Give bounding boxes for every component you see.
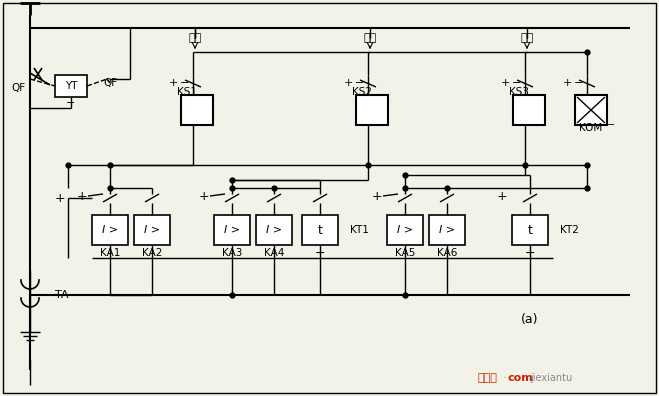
Text: KA5: KA5 [395, 248, 415, 258]
Text: +: + [343, 78, 353, 88]
Bar [356, 95, 388, 125]
Bar [181, 95, 213, 125]
Bar [512, 215, 548, 245]
Text: t: t [318, 223, 322, 236]
Text: KT1: KT1 [350, 225, 369, 235]
Text: +: + [497, 190, 507, 202]
Text: (a): (a) [521, 314, 539, 326]
Bar [55, 75, 87, 97]
Text: QF: QF [103, 78, 117, 88]
Text: I >: I > [102, 225, 118, 235]
Bar [134, 215, 170, 245]
Text: KS3: KS3 [509, 87, 529, 97]
Text: +: + [500, 78, 509, 88]
Text: com: com [508, 373, 534, 383]
Bar [429, 215, 465, 245]
Text: YT: YT [65, 81, 77, 91]
Text: −: − [355, 78, 364, 88]
Text: −: − [525, 246, 535, 259]
Text: ·: · [503, 373, 507, 383]
Text: 接线图: 接线图 [478, 373, 498, 383]
Text: I >: I > [144, 225, 160, 235]
Text: −: − [67, 98, 76, 108]
Bar [256, 215, 292, 245]
Text: I >: I > [224, 225, 240, 235]
Text: −: − [181, 78, 190, 88]
Text: −: − [574, 78, 584, 88]
Text: I >: I > [397, 225, 413, 235]
Text: +: + [76, 190, 87, 202]
Bar [92, 215, 128, 245]
Text: jiexiantu: jiexiantu [530, 373, 572, 383]
Text: KOM: KOM [579, 123, 602, 133]
Text: KS2: KS2 [352, 87, 372, 97]
Text: 信号: 信号 [521, 33, 534, 43]
Text: I >: I > [266, 225, 282, 235]
Text: TA: TA [55, 290, 69, 300]
Text: QF: QF [11, 83, 25, 93]
Text: +: + [198, 190, 210, 202]
Text: KA2: KA2 [142, 248, 162, 258]
Bar [575, 95, 607, 125]
Text: −: − [512, 78, 522, 88]
Text: +: + [55, 192, 65, 204]
Text: −: − [315, 246, 326, 259]
Text: 信号: 信号 [363, 33, 377, 43]
Text: −: − [607, 120, 615, 130]
Text: I >: I > [439, 225, 455, 235]
Text: KA4: KA4 [264, 248, 284, 258]
Text: KS1: KS1 [177, 87, 197, 97]
Text: KA1: KA1 [100, 248, 120, 258]
Bar [214, 215, 250, 245]
Bar [513, 95, 545, 125]
Bar [302, 215, 338, 245]
Text: +: + [372, 190, 382, 202]
Text: t: t [528, 223, 532, 236]
Text: KA3: KA3 [222, 248, 243, 258]
Bar [387, 215, 423, 245]
Text: +: + [168, 78, 178, 88]
Text: KA6: KA6 [437, 248, 457, 258]
Text: +: + [562, 78, 572, 88]
Text: 信号: 信号 [188, 33, 202, 43]
Text: KT2: KT2 [560, 225, 579, 235]
